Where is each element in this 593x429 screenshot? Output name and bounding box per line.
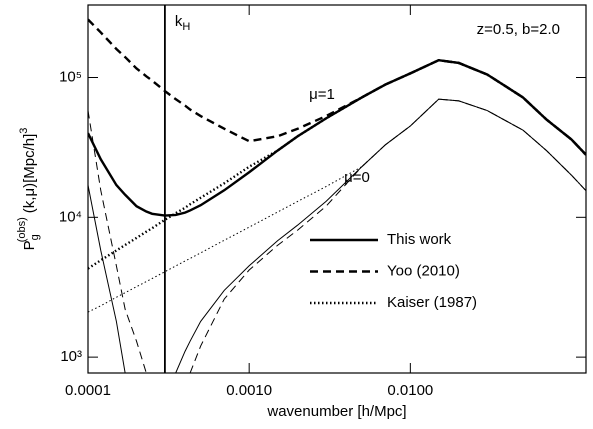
series-line xyxy=(88,58,586,270)
series-line xyxy=(88,18,586,156)
y-label-sup: (obs) xyxy=(16,217,28,242)
x-tick-label: 0.0100 xyxy=(387,382,433,399)
series-line-mu0 xyxy=(88,98,586,373)
y-tick-label: 10⁵ xyxy=(59,68,82,85)
y-tick-label: 10³ xyxy=(60,348,82,365)
series-line-mu0 xyxy=(88,98,586,313)
y-label-power: 3 xyxy=(18,128,30,134)
k-horizon-label-sub: H xyxy=(182,21,190,33)
annotation: z=0.5, b=2.0 xyxy=(477,21,560,38)
k-horizon-label: kH xyxy=(175,13,191,33)
y-label-rest: (k,μ)[Mpc/h] xyxy=(21,134,38,213)
series-line xyxy=(88,58,586,217)
annotation: μ=1 xyxy=(309,86,335,103)
series-line-mu0 xyxy=(88,98,586,373)
annotation: μ=0 xyxy=(344,169,370,186)
y-label-main: P xyxy=(21,240,38,250)
plot-lines xyxy=(88,18,586,373)
y-tick-label: 10⁴ xyxy=(59,208,82,225)
x-axis-label: wavenumber [h/Mpc] xyxy=(266,403,406,420)
y-label-sub: g xyxy=(29,234,41,240)
plot-frame xyxy=(87,4,587,374)
y-axis-label: Pg(obs) (k,μ)[Mpc/h]3 xyxy=(16,128,41,251)
x-tick-label: 0.0010 xyxy=(226,382,272,399)
legend-label: This work xyxy=(387,231,452,248)
k-horizon-label-main: k xyxy=(175,13,183,30)
x-tick-label: 0.0001 xyxy=(65,382,111,399)
legend-label: Kaiser (1987) xyxy=(387,294,477,311)
legend-label: Yoo (2010) xyxy=(387,262,460,279)
